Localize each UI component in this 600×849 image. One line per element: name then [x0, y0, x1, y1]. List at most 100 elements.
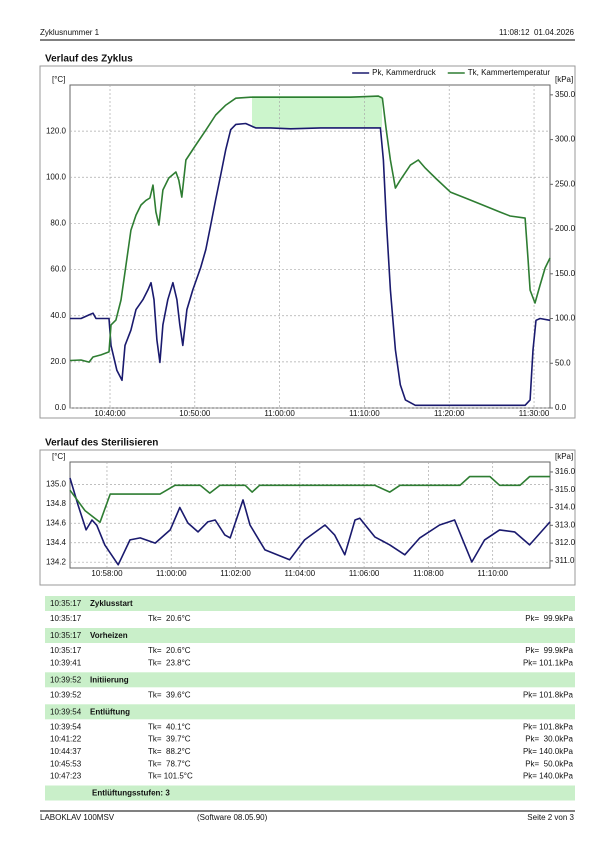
y2-tick-label: 150.0	[555, 269, 576, 278]
y2-tick-label: 0.0	[555, 403, 567, 412]
section-title: Initiierung	[90, 675, 129, 684]
series-line	[70, 122, 551, 407]
y-tick-label: 134.8	[46, 499, 67, 508]
x-tick-label: 11:20:00	[434, 409, 465, 418]
row-time: 10:44:37	[50, 747, 82, 756]
y2-tick-label: 313.0	[555, 520, 576, 529]
legend-label: Pk, Kammerdruck	[372, 68, 437, 77]
section-header	[45, 672, 575, 688]
row-time: 10:39:41	[50, 658, 82, 667]
y2-tick-label: 315.0	[555, 485, 576, 494]
section-time: 10:39:54	[50, 707, 82, 716]
y2-tick-label: 312.0	[555, 538, 576, 547]
y-axis-unit: [°C]	[52, 452, 65, 461]
row-time: 10:39:52	[50, 690, 82, 699]
x-tick-label: 11:08:00	[413, 569, 444, 578]
x-tick-label: 10:50:00	[179, 409, 211, 418]
section-header	[45, 628, 575, 643]
footer-device: LABOKLAV 100MSV	[40, 813, 115, 822]
y-tick-label: 20.0	[50, 357, 66, 366]
y-tick-label: 134.2	[46, 557, 67, 566]
y-tick-label: 100.0	[46, 172, 67, 181]
row-temperature: Tk= 39.7°C	[148, 735, 191, 744]
footer-software: (Software 08.05.90)	[197, 813, 268, 822]
y2-tick-label: 311.0	[555, 556, 575, 565]
y2-tick-label: 250.0	[555, 179, 576, 188]
event-log: 10:35:17 Zyklusstart 10:35:17 Tk= 20.6°C Pk=…	[45, 596, 575, 801]
header-right: 11:08:12 01.04.2026	[499, 28, 575, 37]
row-temperature: Tk= 88.2°C	[148, 747, 191, 756]
x-tick-label: 11:10:00	[477, 569, 508, 578]
y-tick-label: 80.0	[50, 219, 66, 228]
summary: Entlüftungsstufen: 3	[92, 789, 170, 798]
summary-row	[45, 785, 575, 801]
section-time: 10:35:17	[50, 599, 82, 608]
chart-cycle: Verlauf des Zyklus [°C] [kPa] 10:40:00 10:50…	[39, 54, 576, 419]
series-line	[69, 95, 551, 363]
y-tick-label: 134.4	[46, 538, 67, 547]
y-tick-label: 40.0	[50, 311, 66, 320]
series-line	[69, 475, 550, 524]
chart-title: Verlauf des Sterilisieren	[45, 438, 158, 449]
row-time: 10:39:54	[50, 722, 82, 731]
row-time: 10:35:17	[50, 614, 82, 623]
row-temperature: Tk= 23.8°C	[148, 658, 191, 667]
phase-shading	[252, 96, 382, 128]
plot-area	[69, 84, 551, 409]
section-title: Vorheizen	[90, 631, 128, 640]
row-time: 10:35:17	[50, 646, 82, 655]
row-pressure: Pk= 140.0kPa	[523, 772, 574, 781]
x-tick-label: 11:02:00	[220, 569, 251, 578]
plot-area	[69, 461, 551, 569]
row-temperature: Tk= 20.6°C	[148, 646, 191, 655]
row-pressure: Pk= 101.1kPa	[523, 658, 574, 667]
x-tick-label: 11:00:00	[264, 409, 295, 418]
x-tick-label: 11:30:00	[519, 409, 550, 418]
y2-tick-label: 314.0	[555, 503, 576, 512]
row-pressure: Pk= 30.0kPa	[525, 735, 573, 744]
row-temperature: Tk= 78.7°C	[148, 759, 191, 768]
y2-tick-label: 300.0	[555, 135, 576, 144]
y2-axis-unit: [kPa]	[555, 75, 573, 84]
section-time: 10:39:52	[50, 675, 82, 684]
section-title: Zyklusstart	[90, 599, 133, 608]
y-tick-label: 135.0	[46, 479, 67, 488]
footer-page: Seite 2 von 3	[527, 813, 574, 822]
chart-sterilization: Verlauf des Sterilisieren [°C] [kPa] 10:58:…	[39, 438, 576, 586]
y2-tick-label: 200.0	[555, 224, 576, 233]
section-header	[45, 596, 575, 611]
y-axis-unit: [°C]	[52, 75, 65, 84]
y-tick-label: 60.0	[50, 265, 66, 274]
row-temperature: Tk= 101.5°C	[148, 772, 193, 781]
legend-label: Tk, Kammertemperatur	[468, 68, 551, 77]
header-left: Zyklusnummer 1	[40, 28, 100, 37]
x-tick-label: 10:58:00	[91, 569, 123, 578]
y-tick-label: 120.0	[46, 126, 67, 135]
row-pressure: Pk= 99.9kPa	[525, 646, 573, 655]
y2-tick-label: 316.0	[555, 467, 576, 476]
row-temperature: Tk= 39.6°C	[148, 690, 191, 699]
row-temperature: Tk= 40.1°C	[148, 722, 191, 731]
x-tick-label: 11:06:00	[349, 569, 380, 578]
row-pressure: Pk= 101.8kPa	[523, 690, 574, 699]
chart-title: Verlauf des Zyklus	[45, 54, 133, 65]
row-pressure: Pk= 101.8kPa	[523, 722, 574, 731]
series-line	[69, 477, 551, 566]
y-tick-label: 134.6	[46, 518, 67, 527]
section-header	[45, 704, 575, 720]
x-tick-label: 11:00:00	[156, 569, 187, 578]
x-tick-label: 10:40:00	[94, 409, 126, 418]
row-pressure: Pk= 140.0kPa	[523, 747, 574, 756]
y2-tick-label: 350.0	[555, 90, 576, 99]
section-time: 10:35:17	[50, 631, 82, 640]
y2-tick-label: 100.0	[555, 314, 576, 323]
y-tick-label: 0.0	[55, 403, 67, 412]
row-time: 10:41:22	[50, 735, 82, 744]
row-time: 10:47:23	[50, 772, 82, 781]
y2-tick-label: 50.0	[555, 358, 571, 367]
row-time: 10:45:53	[50, 759, 82, 768]
y2-axis-unit: [kPa]	[555, 452, 573, 461]
row-temperature: Tk= 20.6°C	[148, 614, 191, 623]
row-pressure: Pk= 99.9kPa	[525, 614, 573, 623]
